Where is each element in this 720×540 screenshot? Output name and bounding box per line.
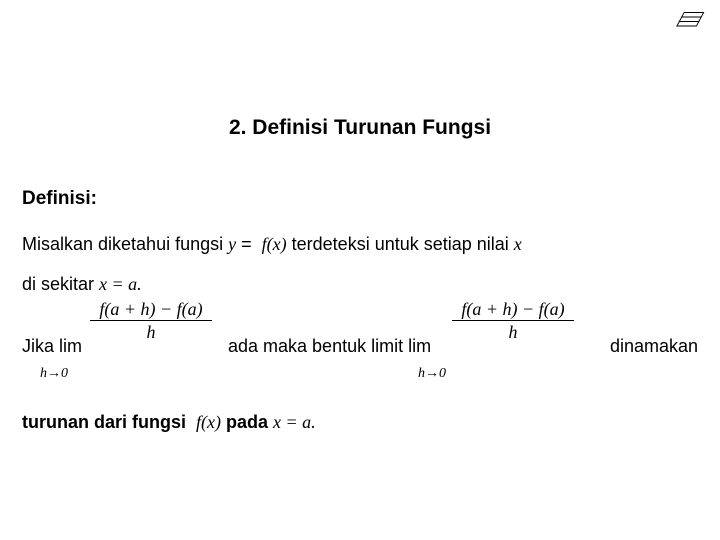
sentence-1-pre: Misalkan diketahui fungsi <box>22 234 228 254</box>
fraction-1-numerator: f(a + h) − f(a) <box>90 300 212 318</box>
fraction-2-denominator: h <box>452 323 574 341</box>
fraction-2-bar <box>452 320 574 321</box>
sentence-3-fx: f(x) <box>196 412 221 432</box>
sentence-3: turunan dari fungsi f(x) pada x = a. <box>22 412 316 433</box>
fraction-1-bar <box>90 320 212 321</box>
h-to-zero-2: h→0 <box>418 366 446 382</box>
sentence-3-pre: turunan dari fungsi <box>22 412 191 432</box>
fraction-2: f(a + h) − f(a) h <box>452 300 574 341</box>
fraction-2-numerator: f(a + h) − f(a) <box>452 300 574 318</box>
slide-title: 2. Definisi Turunan Fungsi <box>0 116 720 140</box>
sentence-2-pre: di sekitar <box>22 274 99 294</box>
fraction-1-denominator: h <box>90 323 212 341</box>
sentence-1-mid: terdeteksi untuk setiap nilai <box>287 234 514 254</box>
sentence-3-mid: pada <box>221 412 273 432</box>
sentence-3-xa: x = a. <box>273 412 316 432</box>
var-y: y <box>228 234 236 254</box>
definition-label: Definisi: <box>22 188 97 210</box>
var-x-eq-a: x = a. <box>99 274 142 294</box>
sentence-2: di sekitar x = a. <box>22 274 142 295</box>
limit-expression-row: f(a + h) − f(a) h Jika lim h→0 ada maka … <box>22 300 712 380</box>
fraction-1: f(a + h) − f(a) h <box>90 300 212 341</box>
eq-sign-1: = <box>236 234 257 254</box>
sentence-1: Misalkan diketahui fungsi y = f(x) terde… <box>22 234 522 255</box>
h-to-zero-1: h→0 <box>40 366 68 382</box>
slide-page: 2. Definisi Turunan Fungsi Definisi: Mis… <box>0 0 720 540</box>
stack-logo-icon <box>670 8 706 32</box>
jika-lim-text: Jika lim <box>22 336 82 357</box>
var-x: x <box>514 234 522 254</box>
paren-x: (x) <box>267 234 287 254</box>
middle-text: ada maka bentuk limit lim <box>228 336 431 357</box>
dinamakan-text: dinamakan <box>610 336 698 357</box>
